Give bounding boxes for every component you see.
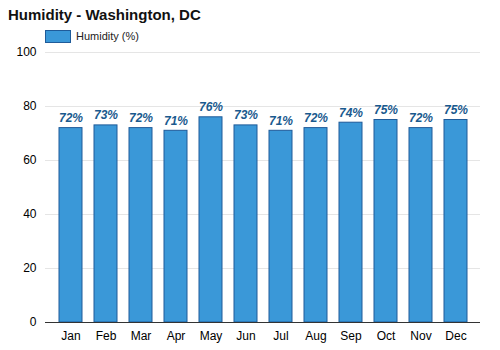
svg-text:40: 40 [23, 207, 37, 221]
svg-text:Feb: Feb [96, 329, 117, 343]
svg-text:Mar: Mar [131, 329, 152, 343]
svg-text:72%: 72% [409, 111, 433, 125]
svg-text:20: 20 [23, 261, 37, 275]
svg-text:74%: 74% [339, 106, 363, 120]
svg-text:May: May [200, 329, 223, 343]
svg-text:73%: 73% [234, 108, 258, 122]
svg-text:75%: 75% [444, 103, 468, 117]
svg-text:Dec: Dec [445, 329, 466, 343]
svg-text:72%: 72% [59, 111, 83, 125]
svg-text:76%: 76% [199, 100, 223, 114]
svg-text:80: 80 [23, 99, 37, 113]
svg-text:Jan: Jan [61, 329, 80, 343]
svg-text:75%: 75% [374, 103, 398, 117]
svg-text:Jul: Jul [273, 329, 288, 343]
svg-text:Aug: Aug [305, 329, 326, 343]
svg-text:100: 100 [16, 45, 36, 59]
svg-text:72%: 72% [129, 111, 153, 125]
html-text:Humidity - Washington, DC: Humidity - Washington, DC [8, 6, 201, 23]
svg-text:Jun: Jun [236, 329, 255, 343]
svg-text:Nov: Nov [410, 329, 431, 343]
svg-text:71%: 71% [269, 114, 293, 128]
svg-text:0: 0 [30, 315, 37, 329]
svg-text:60: 60 [23, 153, 37, 167]
svg-text:Oct: Oct [377, 329, 396, 343]
svg-text:Apr: Apr [167, 329, 186, 343]
svg-text:72%: 72% [304, 111, 328, 125]
html-text:Humidity (%): Humidity (%) [76, 30, 139, 42]
svg-text:Sep: Sep [340, 329, 362, 343]
svg-text:73%: 73% [94, 108, 118, 122]
svg-text:71%: 71% [164, 114, 188, 128]
